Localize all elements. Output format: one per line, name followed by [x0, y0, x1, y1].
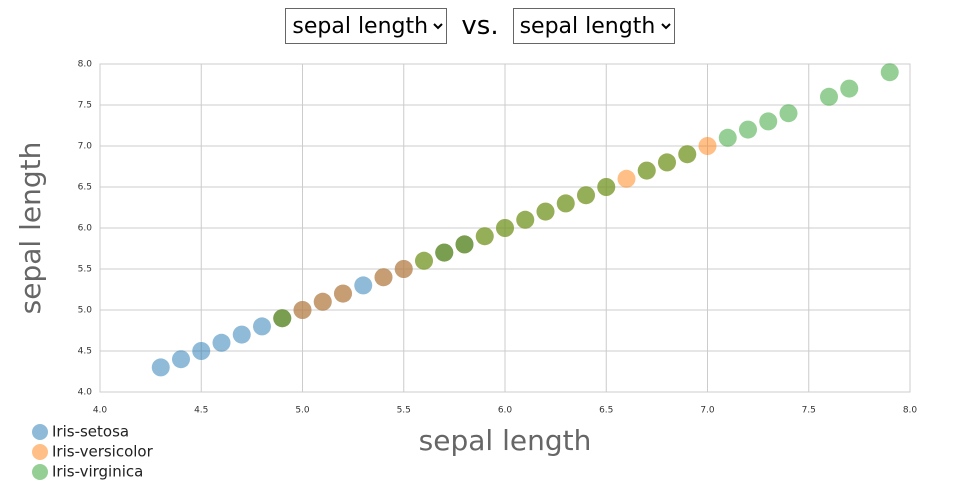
- point: [658, 153, 676, 172]
- plot-border: [99, 63, 911, 393]
- y-tick-label: 6.0: [78, 224, 93, 234]
- point: [374, 268, 393, 287]
- x-tick-label: 7.0: [700, 406, 715, 416]
- point: [253, 317, 271, 336]
- point: [779, 104, 798, 123]
- x-tick-label: 4.5: [194, 406, 208, 416]
- y-tick-label: 5.0: [78, 306, 93, 316]
- x-tick-label: 5.0: [295, 406, 310, 416]
- legend-swatch: [32, 464, 48, 480]
- point: [556, 194, 575, 213]
- point: [617, 169, 636, 188]
- legend-label: Iris-setosa: [52, 423, 129, 441]
- legend-label: Iris-versicolor: [52, 443, 154, 461]
- x-axis-label: sepal length: [419, 424, 592, 457]
- x-tick-label: 5.5: [397, 406, 411, 416]
- point: [354, 276, 373, 295]
- y-field-select[interactable]: sepal length: [285, 8, 448, 44]
- x-tick-label: 6.0: [498, 406, 513, 416]
- point: [455, 235, 474, 254]
- point: [232, 325, 251, 344]
- x-tick-label: 7.5: [802, 406, 816, 416]
- point: [496, 219, 514, 237]
- point: [151, 358, 170, 377]
- controls: sepal length vs. sepal length: [0, 6, 960, 46]
- point: [273, 309, 292, 328]
- point: [293, 301, 312, 319]
- point: [840, 79, 859, 98]
- point: [394, 260, 413, 278]
- x-tick-label: 6.5: [599, 406, 613, 416]
- point: [536, 202, 555, 221]
- point: [516, 210, 535, 229]
- x-field-select[interactable]: sepal length: [512, 8, 675, 44]
- y-tick-label: 5.5: [78, 265, 92, 275]
- x-tick-label: 4.0: [93, 406, 108, 416]
- legend-swatch: [32, 444, 48, 460]
- point: [415, 251, 433, 270]
- y-axis-label: sepal length: [14, 142, 47, 315]
- point: [718, 128, 737, 147]
- point: [698, 137, 717, 155]
- point: [435, 243, 454, 262]
- y-tick-label: 7.0: [78, 142, 93, 152]
- y-tick-label: 4.0: [78, 388, 93, 398]
- legend-swatch: [32, 424, 48, 440]
- point: [577, 186, 595, 205]
- point: [637, 161, 656, 180]
- point: [313, 292, 332, 311]
- point: [880, 63, 899, 82]
- legend-label: Iris-virginica: [52, 463, 143, 481]
- point: [597, 178, 616, 196]
- y-tick-label: 4.5: [78, 347, 92, 357]
- point: [739, 120, 757, 139]
- y-tick-label: 7.5: [78, 101, 92, 111]
- y-tick-label: 8.0: [78, 60, 93, 70]
- point: [759, 112, 778, 131]
- x-tick-label: 8.0: [903, 406, 918, 416]
- point: [678, 145, 697, 164]
- point: [192, 342, 211, 360]
- y-tick-label: 6.5: [78, 183, 92, 193]
- point: [475, 227, 494, 246]
- point: [172, 350, 190, 369]
- point: [820, 87, 838, 106]
- point: [212, 333, 231, 352]
- point: [334, 284, 352, 303]
- separator: vs.: [461, 11, 499, 41]
